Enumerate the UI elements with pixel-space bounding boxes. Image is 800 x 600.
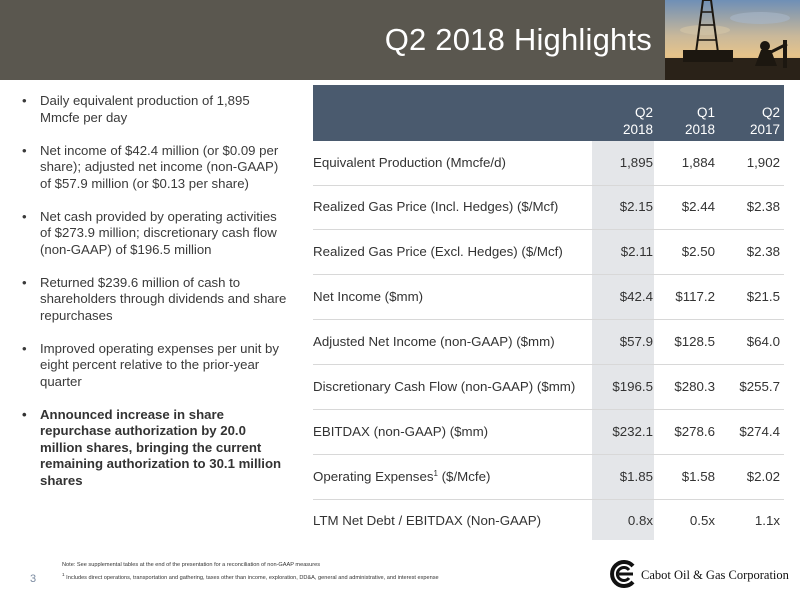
highlight-text: Daily equivalent production of 1,895 Mmc… [40, 93, 250, 125]
highlight-share-repurchase: • Announced increase in share repurchase… [22, 407, 290, 490]
cell-value: $128.5 [674, 334, 715, 349]
highlight-operating-expenses: • Improved operating expenses per unit b… [22, 341, 290, 391]
table-row: Operating Expenses1 ($/Mcfe) $1.85 $1.58… [313, 455, 784, 500]
cell-value: 1,902 [746, 155, 780, 170]
cell-value: $278.6 [674, 424, 715, 439]
cell-value: $2.02 [746, 469, 780, 484]
table-row: Net Income ($mm) $42.4 $117.2 $21.5 [313, 275, 784, 320]
row-label: Equivalent Production (Mmcfe/d) [313, 155, 506, 170]
table-row: LTM Net Debt / EBITDAX (Non-GAAP) 0.8x 0… [313, 499, 784, 543]
footnote-marker: 1 [62, 572, 65, 577]
highlight-cash-flow: • Net cash provided by operating activit… [22, 209, 290, 259]
highlight-text: Net income of $42.4 million (or $0.09 pe… [40, 142, 279, 191]
cell-value: 1,884 [681, 155, 715, 170]
row-label: Discretionary Cash Flow (non-GAAP) ($mm) [313, 379, 576, 394]
column-header-line: Q1 [696, 105, 715, 120]
column-header-q1-2018: Q1 2018 [655, 104, 715, 138]
page-number: 3 [30, 573, 37, 585]
highlight-net-income: • Net income of $42.4 million (or $0.09 … [22, 143, 290, 193]
cell-value: $280.3 [674, 379, 715, 394]
table-row: Discretionary Cash Flow (non-GAAP) ($mm)… [313, 365, 784, 410]
non-gaap-note: Note: See supplemental tables at the end… [62, 562, 320, 568]
cell-value: 0.8x [627, 513, 653, 528]
row-label: Net Income ($mm) [313, 289, 424, 304]
table-row: EBITDAX (non-GAAP) ($mm) $232.1 $278.6 $… [313, 410, 784, 455]
column-header-line: 2018 [622, 122, 653, 137]
cell-value: $1.58 [681, 469, 715, 484]
column-header-line: Q2 [634, 105, 653, 120]
drilling-rig-photo [665, 0, 800, 80]
cell-value: $1.85 [619, 469, 653, 484]
column-header-q2-2018: Q2 2018 [593, 104, 653, 138]
column-header-line: 2018 [684, 122, 715, 137]
table-row: Realized Gas Price (Excl. Hedges) ($/Mcf… [313, 230, 784, 275]
highlights-list: • Daily equivalent production of 1,895 M… [22, 93, 290, 506]
cell-value: $64.0 [746, 334, 780, 349]
column-header-line: 2017 [749, 122, 780, 137]
row-label: Realized Gas Price (Incl. Hedges) ($/Mcf… [313, 199, 559, 214]
highlight-text: Net cash provided by operating activitie… [40, 208, 277, 257]
page-title: Q2 2018 Highlights [384, 22, 652, 57]
column-header-q2-2017: Q2 2017 [720, 104, 780, 138]
company-logo: Cabot Oil & Gas Corporation [607, 560, 789, 588]
cell-value: $274.4 [739, 424, 780, 439]
footnote-text: Includes direct operations, transportati… [64, 574, 439, 581]
bullet-marker: • [22, 340, 27, 356]
company-name: Cabot Oil & Gas Corporation [641, 568, 789, 582]
bullet-marker: • [22, 208, 27, 224]
footnote-1: 1 Includes direct operations, transporta… [62, 570, 439, 583]
row-label-with-footnote: Operating Expenses1 ($/Mcfe) [313, 469, 490, 484]
cell-value: $2.44 [681, 199, 715, 214]
cell-value: 0.5x [689, 513, 715, 528]
highlight-text: Improved operating expenses per unit by … [40, 340, 279, 389]
bullet-marker: • [22, 93, 27, 108]
table-row: Realized Gas Price (Incl. Hedges) ($/Mcf… [313, 185, 784, 230]
footnotes: Note: See supplemental tables at the end… [62, 561, 439, 583]
highlight-production: • Daily equivalent production of 1,895 M… [22, 93, 290, 126]
footnote-marker: 1 [433, 469, 438, 478]
table-row: Adjusted Net Income (non-GAAP) ($mm) $57… [313, 320, 784, 365]
highlight-cash-returned: • Returned $239.6 million of cash to sha… [22, 275, 290, 325]
cell-value: 1.1x [754, 513, 780, 528]
row-label: Operating Expenses [313, 469, 434, 484]
row-label: EBITDAX (non-GAAP) ($mm) [313, 424, 489, 439]
bullet-marker: • [22, 142, 27, 158]
cell-value: $2.11 [620, 244, 653, 259]
bullet-marker: • [22, 274, 27, 290]
highlight-text: Returned $239.6 million of cash to share… [40, 274, 287, 323]
column-header-line: Q2 [761, 105, 780, 120]
cell-value: $2.50 [681, 244, 715, 259]
row-label: LTM Net Debt / EBITDAX (Non-GAAP) [313, 513, 542, 528]
cell-value: $117.2 [675, 289, 715, 304]
cell-value: $2.15 [619, 199, 653, 214]
cabot-logo-icon [610, 560, 635, 588]
cell-value: $57.9 [619, 334, 653, 349]
cell-value: $21.5 [746, 289, 780, 304]
table-header: Q2 2018 Q1 2018 Q2 2017 [313, 85, 784, 141]
cell-value: $2.38 [746, 199, 780, 214]
table-row: Equivalent Production (Mmcfe/d) 1,895 1,… [313, 141, 784, 186]
cell-value: $2.38 [746, 244, 780, 259]
cell-value: $42.4 [619, 289, 653, 304]
cell-value: $232.1 [612, 424, 653, 439]
cell-value: $196.5 [612, 379, 653, 394]
cell-value: 1,895 [619, 155, 653, 170]
title-bar: Q2 2018 Highlights [0, 0, 800, 80]
current-quarter-column-shade [592, 141, 654, 540]
bullet-marker: • [22, 406, 27, 422]
row-label-suffix: ($/Mcfe) [437, 469, 491, 484]
highlight-text: Announced increase in share repurchase a… [40, 406, 282, 488]
financial-summary-table: Q2 2018 Q1 2018 Q2 2017 Equivalent Produ… [313, 85, 784, 540]
row-label: Realized Gas Price (Excl. Hedges) ($/Mcf… [313, 244, 563, 259]
row-label: Adjusted Net Income (non-GAAP) ($mm) [313, 334, 555, 349]
cell-value: $255.7 [739, 379, 780, 394]
